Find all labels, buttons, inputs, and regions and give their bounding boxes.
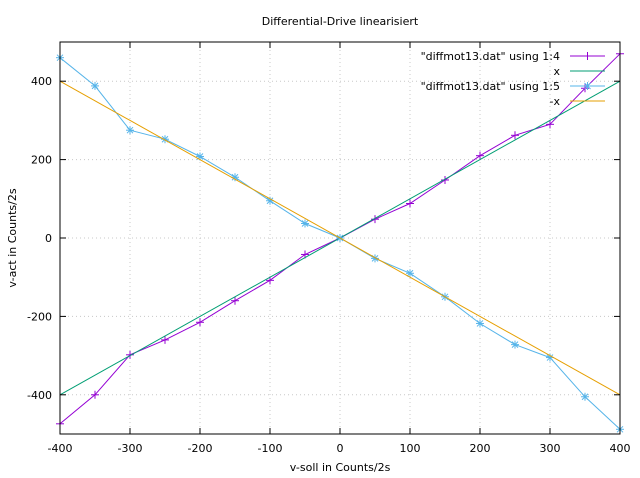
plot-area — [56, 49, 624, 434]
y-tick-label: 400 — [31, 75, 52, 88]
data-point — [161, 335, 169, 344]
data-point — [196, 318, 204, 327]
legend-label: x — [553, 65, 560, 78]
axes: -400 -300 -200 -100 0 100 200 300 400 -400 -200 0 20… — [27, 42, 631, 455]
legend-marker — [583, 82, 592, 90]
x-tick-label: 300 — [540, 442, 561, 455]
data-point — [91, 81, 99, 90]
y-axis-label: v-act in Counts/2s — [6, 188, 19, 287]
legend-entry: "diffmot13.dat" using 1:4 — [421, 50, 605, 63]
legend-entry: "diffmot13.dat" using 1:5 — [421, 80, 605, 93]
x-tick-label: 100 — [400, 442, 421, 455]
legend-label: "diffmot13.dat" using 1:5 — [421, 80, 560, 93]
data-point — [511, 340, 519, 349]
data-point — [371, 215, 379, 224]
data-point — [91, 390, 99, 399]
x-tick-label: 0 — [337, 442, 344, 455]
data-point — [231, 296, 239, 305]
y-tick-label: 200 — [31, 154, 52, 167]
data-point — [476, 151, 484, 160]
data-point — [126, 350, 134, 359]
x-tick-label: -300 — [118, 442, 143, 455]
legend-label: -x — [550, 95, 561, 108]
data-point — [301, 219, 309, 228]
data-point — [511, 131, 519, 140]
y-tick-label: -400 — [27, 389, 52, 402]
chart-title: Differential-Drive linearisiert — [262, 15, 419, 28]
x-tick-label: -400 — [48, 442, 73, 455]
data-point — [581, 392, 589, 401]
y-tick-label: 0 — [45, 232, 52, 245]
legend-label: "diffmot13.dat" using 1:4 — [421, 50, 560, 63]
x-tick-label: -200 — [188, 442, 213, 455]
data-point — [406, 199, 414, 208]
legend-marker — [583, 52, 592, 60]
data-point — [266, 196, 274, 205]
data-point — [161, 135, 169, 144]
series-line — [59, 57, 621, 430]
legend-entry: x — [553, 65, 605, 78]
legend: "diffmot13.dat" using 1:4 x "diffmot13.dat… — [421, 50, 605, 108]
x-axis-label: v-soll in Counts/2s — [290, 461, 391, 474]
x-tick-label: 200 — [470, 442, 491, 455]
series-line — [59, 80, 621, 396]
legend-entry: -x — [550, 95, 605, 108]
data-point — [441, 175, 449, 184]
data-point — [406, 269, 414, 278]
y-tick-label: -200 — [27, 310, 52, 323]
data-point — [126, 126, 134, 135]
x-tick-label: 400 — [610, 442, 631, 455]
x-tick-label: -100 — [258, 442, 283, 455]
data-point — [546, 120, 554, 129]
data-point — [476, 319, 484, 328]
series-3 — [59, 80, 621, 396]
